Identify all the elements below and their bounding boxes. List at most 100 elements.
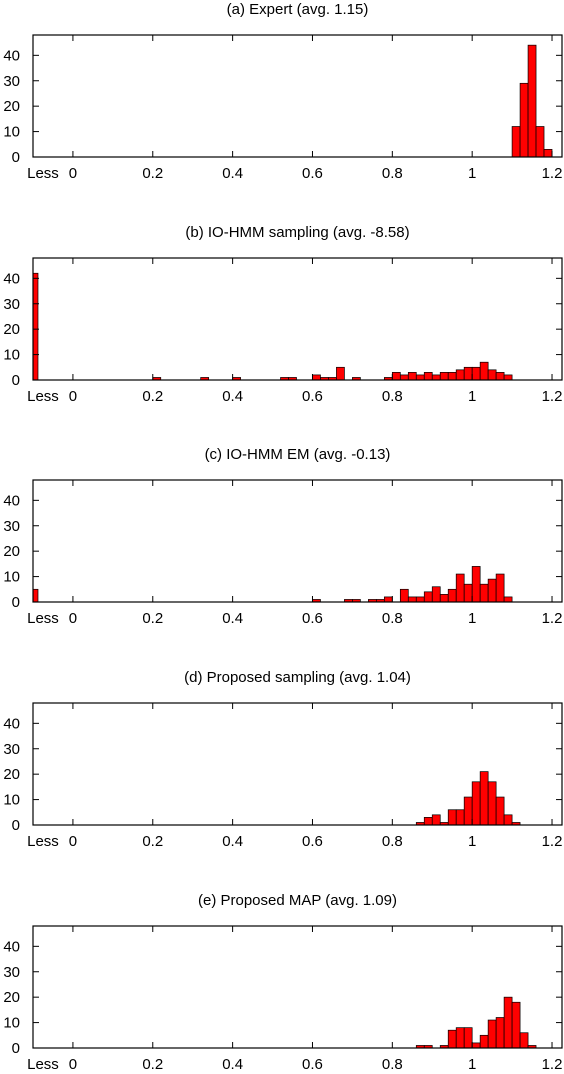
x-tick-label: 0.2 (142, 165, 163, 182)
y-tick-label: 10 (3, 1015, 20, 1032)
panel-title: (d) Proposed sampling (avg. 1.04) (184, 669, 411, 686)
y-tick-label: 10 (3, 569, 20, 586)
y-tick-label: 30 (3, 964, 20, 981)
histogram-bar (431, 814, 441, 826)
x-tick-label: 1.2 (542, 833, 563, 850)
histogram-bar (336, 366, 345, 381)
panel-title: (a) Expert (avg. 1.15) (227, 1, 369, 18)
x-tick-label: 0.4 (222, 833, 243, 850)
y-tick-label: 20 (3, 321, 20, 338)
histogram-bar (543, 149, 553, 158)
histogram-bar (471, 1042, 481, 1049)
histogram-bar (399, 374, 409, 381)
histogram-bar (439, 372, 449, 381)
plot-frame (32, 702, 563, 826)
histogram-bar (463, 366, 473, 381)
histogram-bar (312, 374, 321, 381)
y-tick-label: 30 (3, 518, 20, 535)
y-tick-label: 20 (3, 766, 20, 783)
histogram-bar (383, 596, 393, 603)
x-tick-label: 1.2 (542, 610, 563, 627)
y-tick-label: 40 (3, 47, 20, 64)
x-tick-label: 0.2 (142, 388, 163, 405)
histogram-bar (527, 44, 537, 158)
histogram-bar-less (32, 588, 39, 603)
histogram-bar (471, 781, 481, 826)
x-tick-label: 0 (69, 833, 77, 850)
panel-title: (e) Proposed MAP (avg. 1.09) (198, 892, 397, 909)
x-tick-label: 0.8 (382, 610, 403, 627)
histogram-bar (407, 596, 417, 603)
x-tick-label: Less (27, 1056, 59, 1073)
histogram-bar (519, 82, 529, 158)
x-tick-label: 0 (69, 388, 77, 405)
x-tick-label: 0.8 (382, 1056, 403, 1073)
plot-frame (32, 925, 563, 1049)
x-tick-label: Less (27, 388, 59, 405)
y-tick-label: 10 (3, 792, 20, 809)
x-tick-label: Less (27, 165, 59, 182)
panel-title: (b) IO-HMM sampling (avg. -8.58) (185, 224, 409, 241)
histogram-bar (455, 369, 465, 381)
plot-frame (32, 257, 563, 381)
x-tick-label: 1 (468, 610, 476, 627)
histogram-bar (495, 573, 505, 603)
y-tick-label: 0 (12, 594, 20, 611)
histogram-bar (487, 781, 497, 826)
histogram-bar (455, 809, 465, 826)
histogram-bar (495, 372, 505, 381)
histogram-bar (439, 594, 449, 603)
histogram-bar (423, 591, 433, 603)
histogram-bar (503, 996, 513, 1049)
histogram-bar (503, 596, 513, 603)
histogram-bar (391, 372, 401, 381)
histogram-bar (519, 1032, 529, 1049)
x-tick-label: 0.6 (302, 833, 323, 850)
histogram-bar (495, 1017, 505, 1049)
histogram-bar-less (32, 272, 39, 381)
x-tick-label: 0 (69, 1056, 77, 1073)
x-tick-label: 1.2 (542, 1056, 563, 1073)
histogram-bar (447, 809, 457, 826)
x-tick-label: 0.6 (302, 610, 323, 627)
y-tick-label: 0 (12, 149, 20, 166)
x-tick-label: 0.4 (222, 610, 243, 627)
x-tick-label: 1.2 (542, 165, 563, 182)
x-tick-label: 0.4 (222, 1056, 243, 1073)
histogram-bar (455, 573, 465, 603)
histogram-bar (431, 586, 441, 603)
histogram-bar (447, 1029, 457, 1049)
x-tick-label: 0.4 (222, 165, 243, 182)
x-tick-label: 0.4 (222, 388, 243, 405)
x-tick-label: 0 (69, 610, 77, 627)
y-tick-label: 0 (12, 817, 20, 834)
histogram-bar (479, 771, 489, 826)
histogram-bar (463, 1027, 473, 1049)
x-tick-label: 0.2 (142, 1056, 163, 1073)
histogram-bar (511, 126, 521, 158)
x-tick-label: 1 (468, 165, 476, 182)
panel-title: (c) IO-HMM EM (avg. -0.13) (205, 446, 391, 463)
y-tick-label: 0 (12, 372, 20, 389)
x-tick-label: 1 (468, 833, 476, 850)
histogram-bar (463, 583, 473, 603)
y-tick-label: 30 (3, 73, 20, 90)
histogram-bar (495, 796, 505, 826)
y-tick-label: 20 (3, 989, 20, 1006)
histogram-bar (407, 372, 417, 381)
y-tick-label: 20 (3, 543, 20, 560)
histogram-bar (479, 1034, 489, 1049)
histogram-bar (471, 366, 481, 381)
histogram-bar (415, 374, 425, 381)
histogram-bar (399, 588, 409, 603)
histogram-bar (503, 814, 513, 826)
histogram-bar (447, 588, 457, 603)
x-tick-label: 0.2 (142, 610, 163, 627)
x-tick-label: 1.2 (542, 388, 563, 405)
histogram-bar (415, 596, 425, 603)
x-tick-label: 0.6 (302, 388, 323, 405)
histogram-bar (511, 1001, 521, 1049)
y-tick-label: 40 (3, 492, 20, 509)
x-tick-label: 0.6 (302, 165, 323, 182)
